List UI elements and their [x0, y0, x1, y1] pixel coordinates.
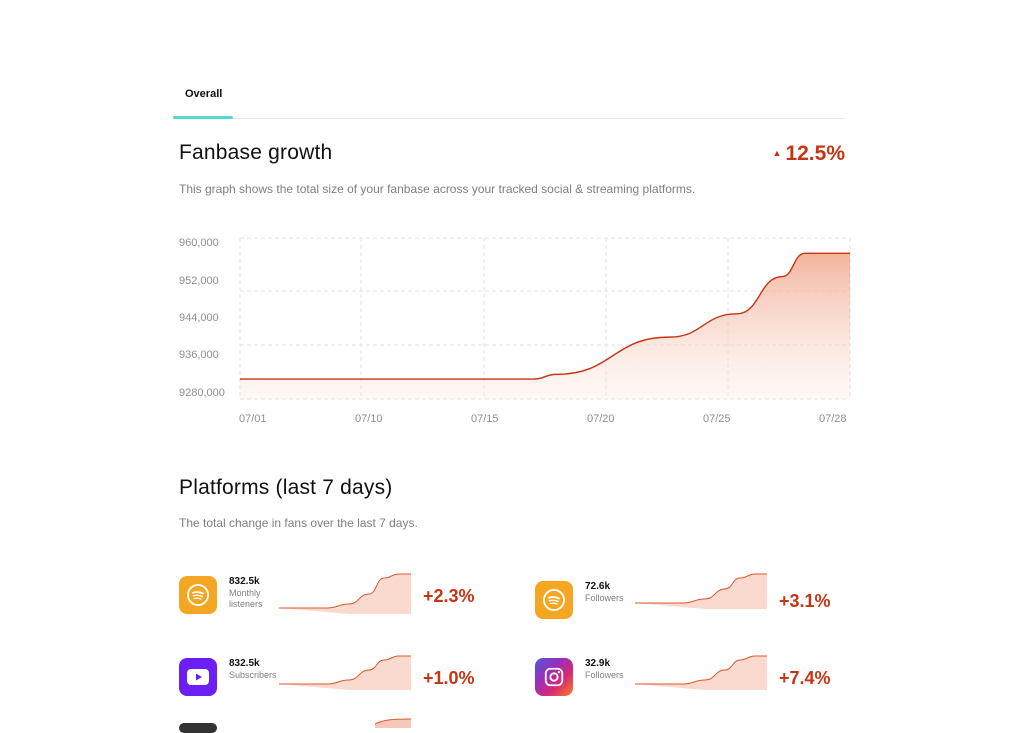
sparkline-area	[635, 656, 767, 690]
platform-label: Monthly listeners	[229, 588, 263, 609]
platform-label: Followers	[585, 593, 624, 603]
platform-spotify-followers[interactable]: 72.6k Followers +3.1%	[535, 573, 865, 625]
series-area	[240, 253, 850, 399]
platforms-title: Platforms (last 7 days)	[179, 476, 393, 499]
x-tick-label: 07/01	[239, 413, 267, 425]
platform-change: +1.0%	[423, 668, 475, 688]
sparkline	[279, 573, 411, 614]
sparkline-line	[279, 655, 411, 685]
series-line	[240, 252, 850, 380]
sparkline	[279, 655, 411, 690]
active-tab-indicator	[173, 116, 233, 119]
growth-change: ▲ 12.5%	[773, 142, 845, 166]
x-tick-label: 07/20	[587, 413, 615, 425]
spotify-icon	[179, 576, 217, 614]
platform-youtube-subscribers[interactable]: 832.5k Subscribers +1.0%	[179, 654, 509, 702]
sparkline-line	[635, 655, 767, 685]
y-tick-label: 944,000	[179, 312, 219, 324]
platform-value: 32.9k	[585, 658, 611, 669]
platform-change: +7.4%	[779, 668, 831, 688]
platform-label: Followers	[585, 670, 624, 680]
instagram-icon	[535, 658, 573, 696]
sparkline	[374, 718, 412, 728]
x-tick-label: 07/10	[355, 413, 383, 425]
platform-value: 832.5k	[229, 576, 260, 587]
tab-overall-label: Overall	[185, 88, 223, 100]
x-tick-label: 07/25	[703, 413, 731, 425]
platform-value: 832.5k	[229, 658, 260, 669]
y-tick-label: 952,000	[179, 275, 219, 287]
tab-overall[interactable]: Overall	[173, 78, 233, 119]
sparkline-line	[279, 573, 411, 609]
x-tick-label: 07/15	[471, 413, 499, 425]
sparkline	[635, 573, 767, 609]
platform-change: +2.3%	[423, 586, 475, 606]
platform-instagram-followers[interactable]: 32.9k Followers +7.4%	[535, 654, 865, 702]
y-tick-label: 960,000	[179, 237, 219, 249]
platform-spotify-listeners[interactable]: 832.5k Monthly listeners +2.3%	[179, 572, 509, 620]
growth-change-value: 12.5%	[785, 142, 845, 165]
growth-description: This graph shows the total size of your …	[179, 182, 696, 196]
platform-change: +3.1%	[779, 591, 831, 611]
tab-bar: Overall	[173, 78, 845, 119]
youtube-icon	[179, 658, 217, 696]
y-tick-label: 9280,000	[179, 387, 225, 399]
spotify-icon	[535, 581, 573, 619]
x-tick-label: 07/28	[819, 413, 847, 425]
sparkline-area	[279, 656, 411, 690]
sparkline	[635, 655, 767, 690]
sparkline-area	[635, 574, 767, 609]
y-tick-label: 936,000	[179, 349, 219, 361]
growth-title: Fanbase growth	[179, 141, 333, 164]
platforms-description: The total change in fans over the last 7…	[179, 516, 418, 530]
app-icon	[179, 723, 217, 733]
trend-up-icon: ▲	[772, 148, 782, 158]
platform-label: Subscribers	[229, 670, 277, 680]
platform-value: 72.6k	[585, 581, 611, 592]
sparkline-line	[635, 573, 767, 604]
